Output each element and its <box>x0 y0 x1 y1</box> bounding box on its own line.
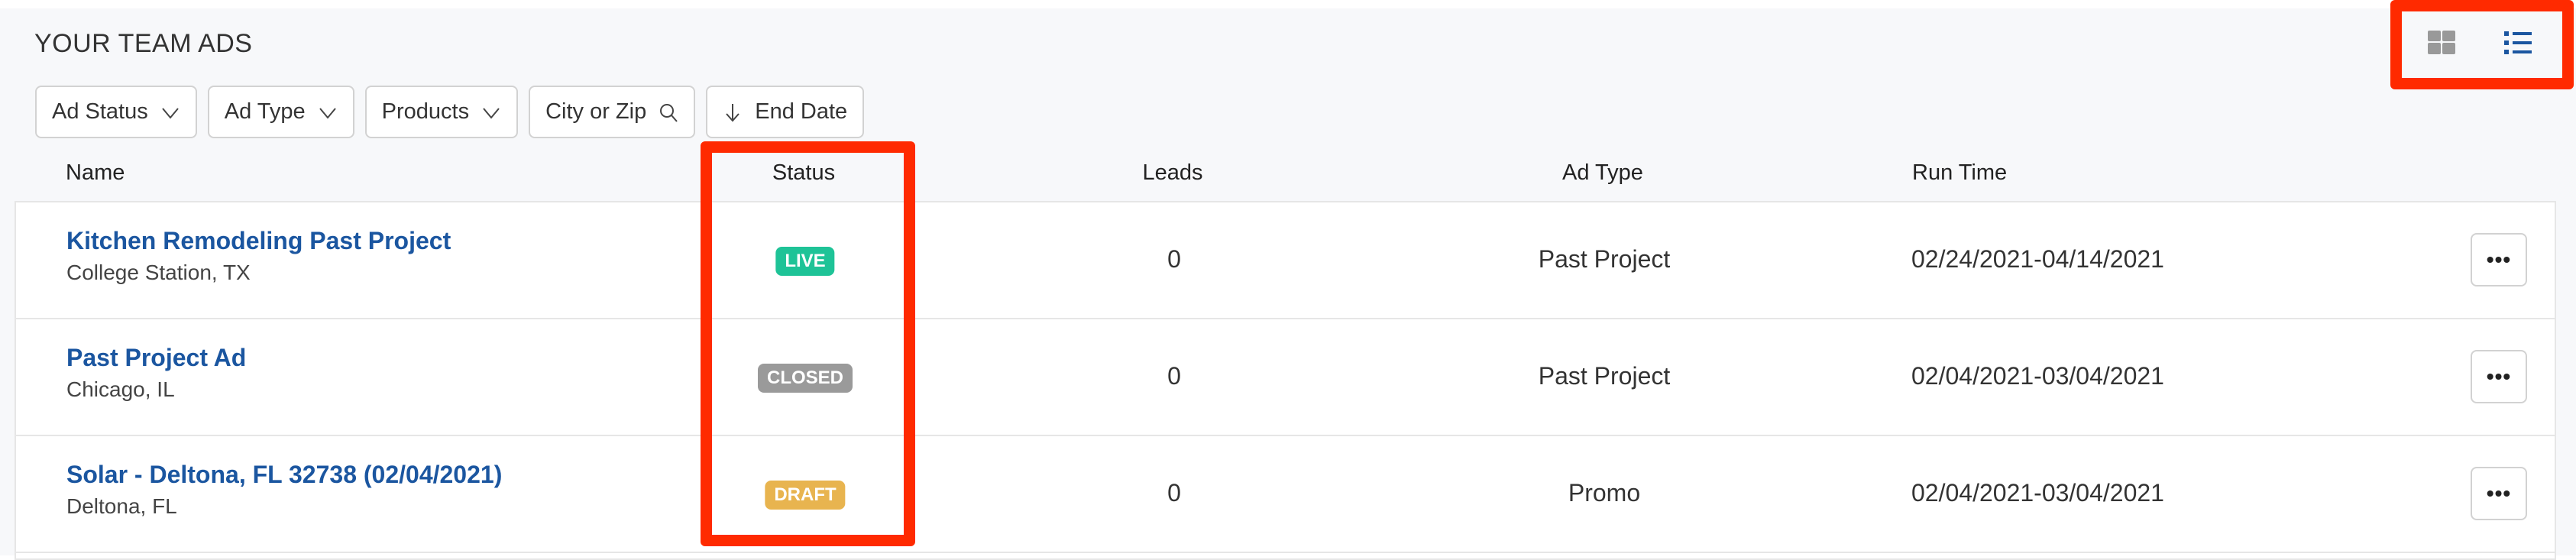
run-time: 02/04/2021-03/04/2021 <box>1911 362 2164 390</box>
leads-count: 0 <box>1167 362 1181 390</box>
grid-icon <box>2428 31 2455 54</box>
ad-name-link[interactable]: Solar - Deltona, FL 32738 (02/04/2021) <box>66 461 503 488</box>
column-header-status[interactable]: Status <box>772 160 836 185</box>
status-badge: CLOSED <box>757 364 853 393</box>
ads-table: Kitchen Remodeling Past Project College … <box>15 201 2556 560</box>
leads-count: 0 <box>1167 245 1181 273</box>
ad-type-label: Ad Type <box>224 99 306 124</box>
run-time: 02/04/2021-03/04/2021 <box>1911 479 2164 507</box>
ad-location: Chicago, IL <box>66 377 175 401</box>
column-header-run-time[interactable]: Run Time <box>1912 160 2008 185</box>
column-header-name[interactable]: Name <box>66 160 125 185</box>
chevron-down-icon <box>483 107 500 119</box>
ad-type: Past Project <box>1538 362 1671 390</box>
table-row: Past Project Ad Chicago, IL CLOSED 0 Pas… <box>16 319 2555 436</box>
table-row: Kitchen Remodeling Past Project College … <box>16 202 2555 319</box>
list-view-toggle[interactable] <box>2504 31 2535 55</box>
arrow-down-icon <box>726 103 739 122</box>
column-header-leads[interactable]: Leads <box>1142 160 1203 185</box>
search-icon <box>660 103 678 122</box>
ad-status-filter[interactable]: Ad Status <box>35 86 197 138</box>
ad-location: College Station, TX <box>66 261 251 284</box>
products-label: Products <box>381 99 470 124</box>
ad-location: Deltona, FL <box>66 494 177 518</box>
ad-type-filter[interactable]: Ad Type <box>207 86 354 138</box>
ad-name-link[interactable]: Past Project Ad <box>66 344 247 371</box>
filter-bar: Ad Status Ad Type Products City or Zip E… <box>35 86 865 138</box>
city-zip-placeholder: City or Zip <box>545 99 647 124</box>
products-filter[interactable]: Products <box>364 86 519 138</box>
list-icon <box>2504 31 2532 54</box>
more-options-button[interactable]: ••• <box>2471 350 2527 403</box>
ad-name-link[interactable]: Kitchen Remodeling Past Project <box>66 227 451 254</box>
status-badge: LIVE <box>775 247 835 276</box>
table-row: Solar - Deltona, FL 32738 (02/04/2021) D… <box>16 436 2555 553</box>
end-date-label: End Date <box>755 99 848 124</box>
status-badge: DRAFT <box>765 481 846 510</box>
chevron-down-icon <box>161 107 179 119</box>
more-options-button[interactable]: ••• <box>2471 467 2527 520</box>
more-options-button[interactable]: ••• <box>2471 233 2527 286</box>
chevron-down-icon <box>319 107 336 119</box>
column-header-ad-type[interactable]: Ad Type <box>1562 160 1643 185</box>
ad-type: Past Project <box>1538 245 1671 273</box>
run-time: 02/24/2021-04/14/2021 <box>1911 245 2164 273</box>
grid-view-toggle[interactable] <box>2428 31 2458 55</box>
page-title: YOUR TEAM ADS <box>34 29 253 58</box>
ad-status-label: Ad Status <box>52 99 148 124</box>
ad-type: Promo <box>1568 479 1641 507</box>
city-zip-search[interactable]: City or Zip <box>529 86 696 138</box>
leads-count: 0 <box>1167 479 1181 507</box>
end-date-sort[interactable]: End Date <box>706 86 865 138</box>
